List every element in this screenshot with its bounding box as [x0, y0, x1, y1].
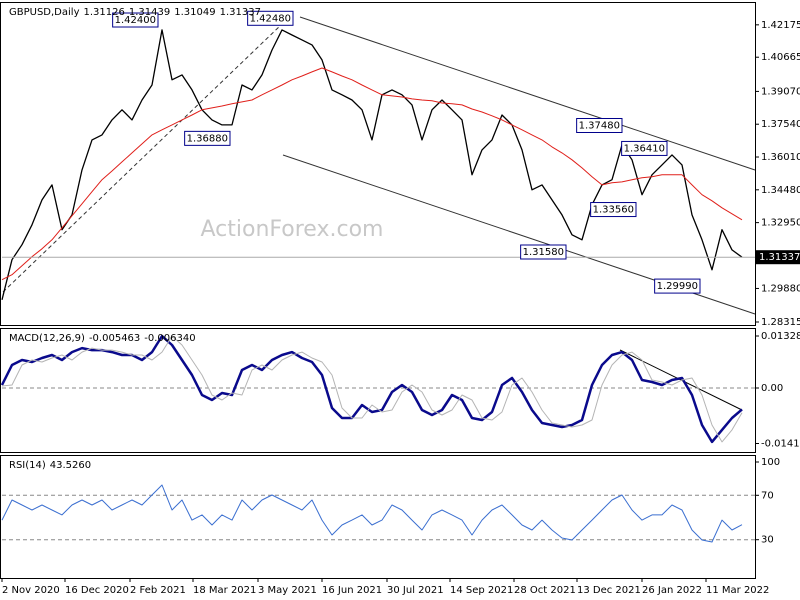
series-line — [0, 334, 743, 444]
header-item: -0.005463 — [89, 333, 140, 344]
header-item: 1.31337 — [220, 7, 261, 18]
y-tick-label: 1.40665 — [761, 52, 800, 63]
annotation-label: 1.36410 — [624, 143, 665, 154]
x-tick-label: 30 Jul 2021 — [387, 585, 444, 596]
y-tick-label: 1.42175 — [761, 20, 800, 31]
y-tick-label: 1.34480 — [761, 185, 800, 196]
header-item: 1.31126 — [84, 7, 125, 18]
annotation-box — [520, 244, 567, 260]
annotation-label: 1.37480 — [579, 120, 620, 131]
panel-header: GBPUSD,Daily 1.31126 1.31439 1.31049 1.31337 — [9, 7, 261, 18]
y-tick-label: 1.28315 — [761, 317, 800, 328]
x-tick-label: 14 Sep 2021 — [450, 585, 513, 596]
x-tick-label: 18 Mar 2021 — [193, 585, 256, 596]
panel-frame — [0, 328, 756, 453]
y-tick-label: 1.37540 — [761, 119, 800, 130]
panel-frame — [0, 2, 756, 326]
y-tick-label: -0.014173 — [761, 439, 800, 450]
y-tick-label: 1.39070 — [761, 86, 800, 97]
header-item: GBPUSD,Daily — [9, 7, 80, 18]
panel-frame — [0, 455, 756, 579]
series-line — [1, 484, 743, 543]
annotation-label: 1.36880 — [187, 133, 228, 144]
y-tick-label: 1.29880 — [761, 283, 800, 294]
annotation-box — [247, 10, 294, 26]
y-tick-label: 1.36010 — [761, 152, 800, 163]
x-tick-label: 3 May 2021 — [258, 585, 317, 596]
channel-upper — [299, 16, 756, 171]
annotation-box — [654, 278, 701, 294]
series-line — [1, 29, 743, 300]
y-tick-label: 0.00 — [761, 383, 783, 394]
annotation-label: 1.33560 — [593, 205, 634, 216]
annotation-label: 1.42400 — [115, 15, 156, 26]
x-tick-label: 11 Mar 2022 — [706, 585, 769, 596]
header-item: 43.5260 — [50, 460, 91, 471]
last-price-label: 1.31337 — [759, 252, 800, 263]
header-item: 1.31049 — [174, 7, 215, 18]
annotation-label: 1.42480 — [250, 13, 291, 24]
annotation-box — [576, 117, 623, 133]
y-tick-label: 70 — [761, 490, 774, 501]
x-tick-label: 2 Feb 2021 — [130, 585, 186, 596]
trend-dashed — [2, 23, 283, 293]
annotation-box — [184, 130, 231, 146]
annotation-box — [112, 12, 159, 28]
series-line — [1, 67, 743, 281]
x-tick-label: 26 Jan 2022 — [642, 585, 702, 596]
x-tick-label: 28 Oct 2021 — [514, 585, 576, 596]
annotation-label: 1.31580 — [523, 247, 564, 258]
annotation-box — [621, 140, 668, 156]
y-tick-label: 0.01328 — [761, 331, 800, 342]
header-item: -0.006340 — [144, 333, 195, 344]
series-line — [1, 335, 743, 443]
x-tick-label: 2 Nov 2020 — [2, 585, 60, 596]
header-item: RSI(14) — [9, 460, 46, 471]
header-item: MACD(12,26,9) — [9, 333, 85, 344]
x-tick-label: 13 Dec 2021 — [577, 585, 641, 596]
header-item: 1.31439 — [129, 7, 170, 18]
y-tick-label: 100 — [761, 457, 780, 468]
annotation-box — [590, 202, 637, 218]
y-tick-label: 30 — [761, 535, 774, 546]
annotation-label: 1.29990 — [657, 281, 698, 292]
y-tick-label: 1.32950 — [761, 218, 800, 229]
watermark: ActionForex.com — [201, 217, 384, 242]
panel-header: MACD(12,26,9) -0.005463 -0.006340 — [9, 333, 196, 344]
x-tick-label: 16 Jun 2021 — [322, 585, 382, 596]
x-tick-label: 16 Dec 2020 — [65, 585, 129, 596]
last-price-box — [756, 250, 800, 265]
panel-header: RSI(14) 43.5260 — [9, 460, 91, 471]
